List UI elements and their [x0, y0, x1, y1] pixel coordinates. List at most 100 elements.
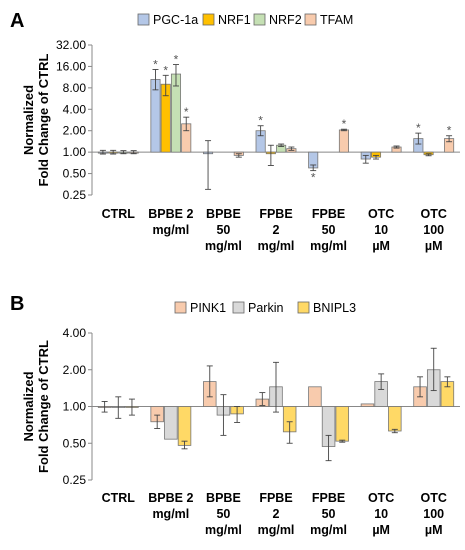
- significance-star: *: [184, 105, 189, 119]
- panel-a: A PGC-1a NRF1 NRF2 TFAM Normalized Fold Cha…: [10, 10, 460, 253]
- category-label-1: BPBE 2 mg/ml: [148, 207, 193, 237]
- category-label-line: OTC: [368, 491, 394, 505]
- significance-star: *: [311, 171, 316, 185]
- y-tick-label: 0.25: [63, 473, 87, 487]
- legend-label-pink1: PINK1: [190, 301, 226, 315]
- bar-pink1-fpbe-50-mg-ml: [308, 386, 322, 407]
- category-label-line: OTC: [421, 207, 447, 221]
- y-tick-label: 8.00: [63, 81, 87, 95]
- significance-star: *: [174, 53, 179, 67]
- category-label-line: FPBE: [312, 207, 345, 221]
- category-label-line: FPBE: [259, 491, 292, 505]
- category-label-line: 50: [216, 223, 230, 237]
- panel-b-ylabel-line1: Normalized: [21, 371, 36, 441]
- y-tick-label: 1.00: [63, 400, 87, 414]
- significance-star: *: [447, 124, 452, 138]
- category-label-6: OTC 100 µM: [421, 491, 447, 537]
- legend-swatch-parkin: [232, 301, 245, 314]
- category-label-0: CTRL: [102, 207, 136, 221]
- category-label-line: 50: [216, 507, 230, 521]
- category-label-0: CTRL: [102, 491, 136, 505]
- category-label-line: BPBE: [206, 207, 241, 221]
- significance-star: *: [416, 121, 421, 135]
- bar-tfam-fpbe-50-mg-ml: [338, 129, 349, 153]
- legend-swatch-nrf1: [202, 13, 215, 26]
- category-label-line: 10: [374, 223, 388, 237]
- legend-label-nrf1: NRF1: [218, 13, 251, 27]
- category-label-line: 100: [423, 223, 444, 237]
- legend-label-bnipl3: BNIPL3: [313, 301, 356, 315]
- y-tick-label: 0.50: [63, 436, 87, 450]
- panel-b: B PINK1 Parkin BNIPL3 Normalized Fold Chan…: [10, 293, 460, 537]
- category-label-line: 2: [273, 223, 280, 237]
- category-label-line: FPBE: [312, 491, 345, 505]
- bar-bnipl3-bpbe-2-mg-ml: [177, 406, 192, 446]
- category-label-line: mg/ml: [310, 239, 347, 253]
- legend-label-pgc-1a: PGC-1a: [153, 13, 198, 27]
- category-label-line: 10: [374, 507, 388, 521]
- y-tick-label: 4.00: [63, 102, 87, 116]
- category-label-line: BPBE: [206, 491, 241, 505]
- category-label-line: µM: [372, 239, 390, 253]
- category-label-4: FPBE 50 mg/ml: [310, 491, 347, 537]
- category-label-4: FPBE 50 mg/ml: [310, 207, 347, 253]
- category-label-3: FPBE 2 mg/ml: [258, 491, 295, 537]
- significance-star: *: [258, 114, 263, 128]
- category-label-line: CTRL: [102, 491, 136, 505]
- y-tick-label: 0.25: [63, 188, 87, 202]
- category-label-line: 2: [273, 507, 280, 521]
- legend-swatch-nrf2: [253, 13, 266, 26]
- panel-b-label: B: [10, 293, 24, 315]
- panel-a-legend: PGC-1a NRF1 NRF2 TFAM: [137, 13, 353, 27]
- category-label-1: BPBE 2 mg/ml: [148, 491, 193, 521]
- legend-swatch-pgc-1a: [137, 13, 150, 26]
- category-label-2: BPBE 50 mg/ml: [205, 207, 242, 253]
- panel-a-ylabel-line2: Fold Change of CTRL: [36, 54, 51, 187]
- category-label-line: CTRL: [102, 207, 136, 221]
- y-tick-label: 2.00: [63, 363, 87, 377]
- y-tick-label: 4.00: [63, 326, 87, 340]
- panel-a-bars: * * * * * * * * *: [97, 53, 455, 190]
- legend-swatch-pink1: [174, 301, 187, 314]
- y-tick-label: 16.00: [56, 59, 86, 73]
- bar-pink1-otc-10-m: [360, 403, 375, 407]
- category-label-line: OTC: [368, 207, 394, 221]
- category-label-line: mg/ml: [258, 239, 295, 253]
- bar-pgc-1a-bpbe-2-mg-ml: [150, 79, 161, 153]
- legend-label-nrf2: NRF2: [269, 13, 302, 27]
- category-label-line: µM: [425, 239, 443, 253]
- category-label-line: BPBE 2: [148, 207, 193, 221]
- category-label-5: OTC 10 µM: [368, 207, 394, 253]
- category-label-line: µM: [372, 523, 390, 537]
- category-label-3: FPBE 2 mg/ml: [258, 207, 295, 253]
- significance-star: *: [153, 57, 158, 71]
- category-label-line: mg/ml: [152, 507, 189, 521]
- legend-swatch-bnipl3: [297, 301, 310, 314]
- category-label-line: µM: [425, 523, 443, 537]
- category-label-2: BPBE 50 mg/ml: [205, 491, 242, 537]
- bar-bnipl3-otc-10-m: [388, 406, 402, 432]
- category-label-5: OTC 10 µM: [368, 491, 394, 537]
- category-label-line: 50: [322, 223, 336, 237]
- category-label-line: OTC: [421, 491, 447, 505]
- bar-parkin-bpbe-2-mg-ml: [164, 406, 178, 440]
- significance-star: *: [163, 63, 168, 77]
- category-label-line: mg/ml: [152, 223, 189, 237]
- panel-b-legend: PINK1 Parkin BNIPL3: [174, 301, 356, 315]
- category-label-line: mg/ml: [205, 523, 242, 537]
- panel-a-ylabel-line1: Normalized: [21, 85, 36, 155]
- category-label-line: mg/ml: [258, 523, 295, 537]
- significance-star: *: [342, 117, 347, 131]
- category-label-line: mg/ml: [310, 523, 347, 537]
- panel-b-bars: [97, 347, 455, 462]
- category-label-line: FPBE: [259, 207, 292, 221]
- category-label-line: 100: [423, 507, 444, 521]
- legend-label-tfam: TFAM: [320, 13, 353, 27]
- category-label-line: 50: [322, 507, 336, 521]
- y-tick-label: 0.50: [63, 167, 87, 181]
- y-tick-label: 2.00: [63, 124, 87, 138]
- legend-swatch-tfam: [304, 13, 317, 26]
